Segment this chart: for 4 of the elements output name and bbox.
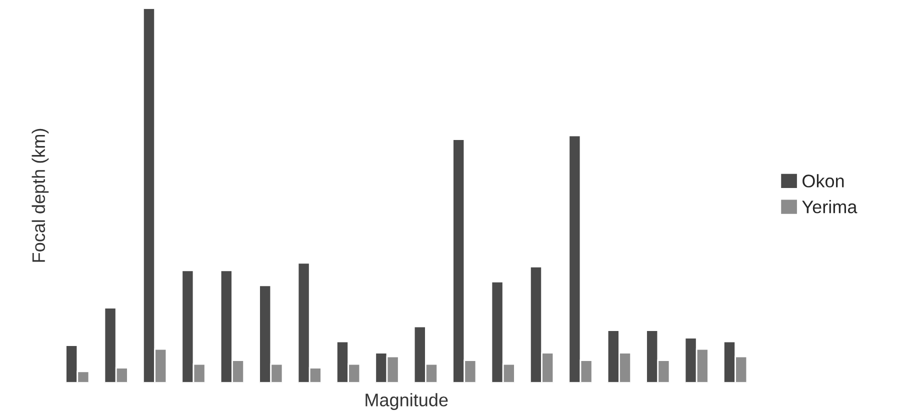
legend-label: Yerima — [802, 200, 858, 214]
x-axis-title: Magnitude — [366, 393, 448, 410]
legend-label: Okon — [802, 174, 844, 188]
y-axis-title: Focal depth (km) — [32, 128, 49, 262]
